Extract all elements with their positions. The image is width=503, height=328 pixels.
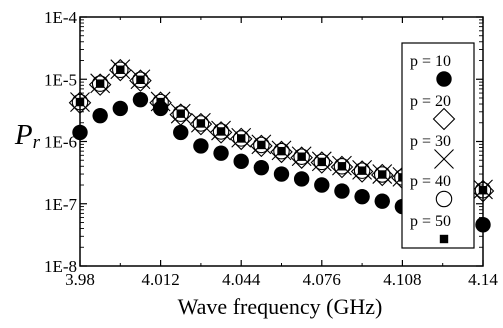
data-point bbox=[314, 177, 330, 193]
data-point bbox=[353, 162, 371, 179]
y-axis-label-subscript: r bbox=[33, 132, 41, 153]
data-point bbox=[474, 181, 492, 199]
x-tick-label: 4.14 bbox=[468, 270, 498, 289]
legend-label: p = 50 bbox=[410, 213, 451, 230]
data-point bbox=[237, 134, 246, 143]
data-point bbox=[253, 159, 270, 176]
data-point bbox=[156, 97, 165, 107]
data-point bbox=[273, 166, 290, 182]
data-point bbox=[374, 193, 390, 209]
data-point bbox=[112, 100, 128, 117]
axes-layer: 3.98 4.012 4.044 4.076 4.108 4.14 1E-8 1E-7 1E-6… bbox=[44, 8, 498, 289]
x-tick-label: 3.98 bbox=[65, 270, 95, 289]
data-point bbox=[313, 153, 331, 171]
legend-label: p = 10 bbox=[410, 53, 451, 70]
data-point bbox=[334, 183, 350, 199]
data-point bbox=[132, 71, 149, 89]
legend-marker bbox=[439, 234, 449, 244]
data-point bbox=[112, 61, 129, 79]
data-point bbox=[72, 124, 88, 141]
data-point bbox=[136, 75, 145, 84]
data-point bbox=[354, 188, 370, 205]
data-point bbox=[293, 148, 310, 165]
data-point bbox=[475, 217, 491, 233]
data-point bbox=[333, 158, 351, 175]
x-tick-label: 4.044 bbox=[222, 270, 261, 289]
data-point bbox=[176, 109, 185, 118]
legend-marker bbox=[434, 149, 454, 169]
data-point bbox=[297, 152, 306, 161]
data-point bbox=[253, 136, 270, 154]
data-point bbox=[277, 146, 286, 156]
data-point bbox=[75, 97, 85, 107]
data-point bbox=[232, 130, 250, 147]
data-point bbox=[213, 145, 229, 161]
y-tick-label: 1E-5 bbox=[44, 70, 77, 89]
data-point bbox=[373, 166, 391, 183]
data-point bbox=[212, 123, 230, 140]
series-4 bbox=[71, 61, 492, 199]
legend-label: p = 30 bbox=[410, 133, 451, 150]
data-point bbox=[233, 153, 249, 170]
y-axis-label-main: P bbox=[14, 119, 33, 151]
data-point bbox=[357, 166, 367, 175]
data-point bbox=[257, 140, 266, 150]
data-point bbox=[95, 79, 105, 88]
y-axis-label: Pr bbox=[14, 119, 41, 153]
legend-marker bbox=[436, 71, 452, 87]
x-tick-label: 4.076 bbox=[303, 270, 341, 289]
data-point bbox=[216, 127, 226, 136]
x-tick-label: 4.108 bbox=[383, 270, 421, 289]
x-axis-label: Wave frequency (GHz) bbox=[178, 294, 383, 319]
data-point bbox=[173, 124, 189, 141]
y-tick-label: 1E-4 bbox=[44, 8, 78, 27]
y-tick-label: 1E-8 bbox=[44, 257, 77, 276]
data-point bbox=[132, 91, 149, 108]
data-point bbox=[172, 105, 190, 122]
data-point bbox=[92, 107, 108, 124]
legend-label: p = 20 bbox=[410, 93, 451, 110]
data-point bbox=[337, 162, 347, 171]
y-tick-label: 1E-6 bbox=[44, 133, 77, 152]
data-point bbox=[317, 157, 326, 167]
x-tick-label: 4.012 bbox=[141, 270, 179, 289]
data-point bbox=[193, 138, 209, 154]
data-point bbox=[196, 119, 206, 128]
data-point bbox=[478, 186, 488, 195]
legend-marker bbox=[432, 107, 456, 131]
data-point bbox=[293, 171, 310, 187]
data-point bbox=[152, 93, 169, 111]
data-point bbox=[192, 115, 210, 132]
y-tick-label: 1E-7 bbox=[44, 195, 78, 214]
data-point bbox=[71, 93, 89, 111]
legend-marker bbox=[435, 190, 453, 208]
data-point bbox=[378, 170, 387, 179]
legend-label: p = 40 bbox=[410, 173, 451, 190]
legend: p = 10 p = 20 p = 30 p = 40 p = 50 bbox=[401, 42, 475, 249]
data-point bbox=[273, 142, 290, 160]
data-point bbox=[116, 65, 125, 74]
data-point bbox=[91, 75, 109, 92]
